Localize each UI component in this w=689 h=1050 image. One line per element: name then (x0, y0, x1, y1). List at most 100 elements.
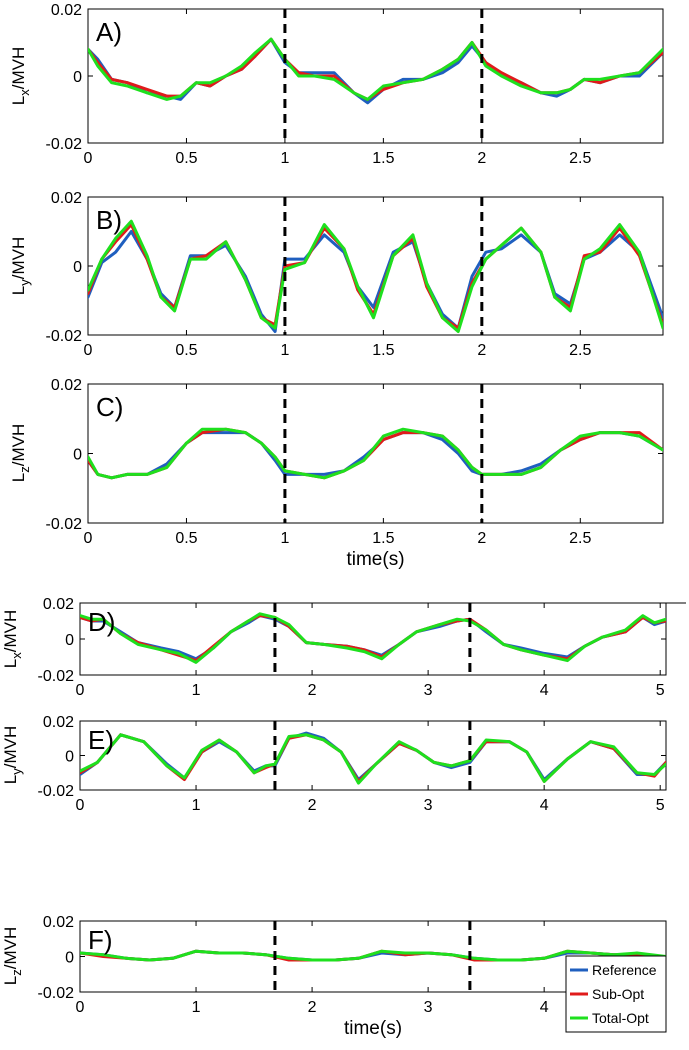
y-axis-label-rest: /MVH (1, 927, 20, 970)
y-tick-label: 0.02 (51, 2, 82, 19)
y-axis-label-sub: y (17, 279, 32, 286)
x-tick-label: 2.5 (569, 530, 591, 547)
x-tick-label: 0 (84, 342, 93, 359)
y-tick-label: 0.02 (43, 596, 74, 613)
legend-label: Sub-Opt (592, 986, 644, 1002)
legend: Reference Sub-Opt Total-Opt (565, 955, 667, 1033)
series-group (80, 612, 666, 664)
x-tick-label: 2 (477, 530, 486, 547)
panel-label: F) (88, 925, 113, 955)
y-tick-label: 0 (65, 632, 74, 649)
y-axis-label-sub: x (17, 89, 32, 96)
axes-box (87, 383, 664, 524)
series-group (88, 219, 663, 333)
x-tick-label: 4 (540, 999, 549, 1016)
x-tick-label: 0 (76, 999, 85, 1016)
x-tick-label: 2 (308, 797, 317, 814)
axes-box (79, 720, 667, 791)
x-tick-label: 0 (76, 797, 85, 814)
y-axis-label-main: L (9, 96, 28, 105)
axes-box (87, 8, 664, 144)
x-tick-label: 5 (656, 682, 665, 699)
panel-label: E) (88, 725, 114, 755)
legend-label: Reference (592, 962, 657, 978)
series-line-sub-opt (88, 37, 663, 101)
x-tick-label: 2 (477, 150, 486, 167)
y-axis-label-sub: z (9, 969, 24, 976)
x-tick-label: 2 (308, 682, 317, 699)
series-group (88, 427, 663, 480)
series-line-reference (80, 731, 666, 782)
x-tick-label: 1 (192, 797, 201, 814)
legend-label: Total-Opt (592, 1010, 649, 1026)
y-tick-label: 0.02 (51, 190, 82, 207)
axes-box (79, 602, 667, 676)
y-axis-label-sub: z (17, 466, 32, 473)
y-axis-label-rest: /MVH (1, 610, 20, 653)
y-axis-label-main: L (9, 473, 28, 482)
x-tick-label: 1.5 (372, 150, 394, 167)
y-axis-label-rest: /MVH (9, 424, 28, 467)
y-tick-label: -0.02 (38, 668, 75, 685)
series-line-reference (88, 37, 663, 105)
series-line-sub-opt (88, 427, 663, 480)
y-tick-label: -0.02 (46, 516, 83, 533)
y-tick-label: 0 (73, 69, 82, 86)
x-tick-label: 1.5 (372, 530, 394, 547)
y-tick-label: 0 (73, 447, 82, 464)
y-axis-label-main: L (1, 976, 20, 985)
y-axis-label-main: L (9, 286, 28, 295)
x-tick-label: 1 (280, 342, 289, 359)
panel-label: D) (88, 607, 115, 637)
y-axis-label: Lx/MVH (1, 610, 24, 668)
series-line-total-opt (80, 612, 666, 664)
x-tick-label: 3 (424, 999, 433, 1016)
x-tick-label: 2 (308, 999, 317, 1016)
y-axis-label: Lz/MVH (9, 424, 32, 482)
x-tick-label: 0 (84, 530, 93, 547)
y-tick-label: 0 (65, 950, 74, 967)
x-tick-label: 0.5 (175, 530, 197, 547)
x-tick-label: 1 (192, 682, 201, 699)
x-tick-label: 0 (84, 150, 93, 167)
y-tick-label: -0.02 (46, 136, 83, 153)
y-tick-label: 0 (65, 749, 74, 766)
y-tick-label: -0.02 (38, 783, 75, 800)
x-tick-label: 0.5 (175, 150, 197, 167)
x-tick-label: 0 (76, 682, 85, 699)
x-tick-label: 5 (656, 797, 665, 814)
x-tick-label: 1 (192, 999, 201, 1016)
panel-label: B) (96, 205, 122, 235)
y-tick-label: -0.02 (38, 985, 75, 1002)
x-tick-label: 4 (540, 682, 549, 699)
y-tick-label: 0.02 (43, 714, 74, 731)
y-tick-label: 0 (73, 259, 82, 276)
x-tick-label: 4 (540, 797, 549, 814)
series-line-total-opt (88, 219, 663, 333)
y-axis-label: Ly/MVH (9, 237, 32, 295)
y-axis-label-rest: /MVH (9, 237, 28, 280)
y-axis-label: Lz/MVH (1, 927, 24, 985)
y-axis-label-main: L (1, 775, 20, 784)
x-tick-label: 3 (424, 682, 433, 699)
x-tick-label: 0.5 (175, 342, 197, 359)
series-line-total-opt (80, 949, 666, 962)
y-axis-label-main: L (1, 659, 20, 668)
y-tick-label: -0.02 (46, 328, 83, 345)
x-axis-label: time(s) (344, 1018, 402, 1039)
x-tick-label: 2 (477, 342, 486, 359)
series-line-total-opt (88, 427, 663, 480)
panel-label: C) (96, 392, 123, 422)
panel-label: A) (96, 17, 122, 47)
y-axis-label-rest: /MVH (1, 726, 20, 769)
x-tick-label: 3 (424, 797, 433, 814)
x-tick-label: 2.5 (569, 342, 591, 359)
x-axis-label: time(s) (346, 549, 404, 570)
series-group (80, 731, 666, 785)
